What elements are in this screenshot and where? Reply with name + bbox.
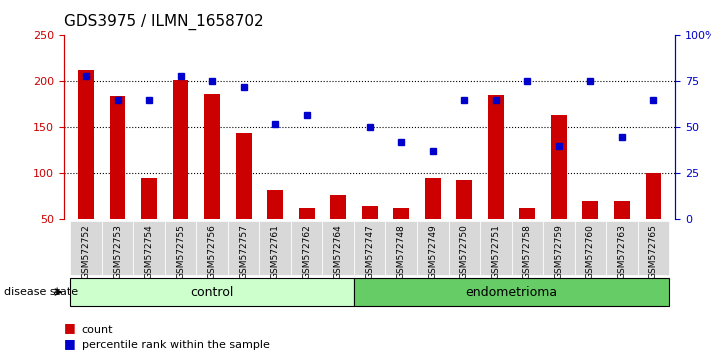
Text: GSM572751: GSM572751 bbox=[491, 224, 501, 279]
Text: GSM572761: GSM572761 bbox=[271, 224, 279, 279]
Bar bbox=[582, 201, 598, 219]
FancyBboxPatch shape bbox=[638, 221, 669, 275]
Bar bbox=[141, 178, 157, 219]
Bar bbox=[78, 70, 94, 219]
Text: ■: ■ bbox=[64, 337, 76, 350]
FancyBboxPatch shape bbox=[385, 221, 417, 275]
Text: GSM572759: GSM572759 bbox=[555, 224, 563, 279]
Text: GSM572757: GSM572757 bbox=[239, 224, 248, 279]
Bar bbox=[551, 115, 567, 219]
FancyBboxPatch shape bbox=[417, 221, 449, 275]
Bar bbox=[520, 207, 535, 219]
Text: GSM572747: GSM572747 bbox=[365, 224, 374, 279]
FancyBboxPatch shape bbox=[102, 221, 134, 275]
FancyBboxPatch shape bbox=[543, 221, 574, 275]
Bar bbox=[393, 209, 409, 219]
Bar bbox=[456, 180, 472, 219]
FancyBboxPatch shape bbox=[70, 221, 102, 275]
Bar bbox=[267, 190, 283, 219]
Bar bbox=[236, 133, 252, 219]
Text: GSM572753: GSM572753 bbox=[113, 224, 122, 279]
FancyBboxPatch shape bbox=[480, 221, 511, 275]
FancyBboxPatch shape bbox=[196, 221, 228, 275]
Bar bbox=[331, 195, 346, 219]
Bar bbox=[299, 209, 314, 219]
Text: count: count bbox=[82, 325, 113, 335]
Text: endometrioma: endometrioma bbox=[466, 286, 557, 298]
Bar bbox=[173, 80, 188, 219]
Bar bbox=[204, 94, 220, 219]
FancyBboxPatch shape bbox=[574, 221, 606, 275]
Text: GSM572754: GSM572754 bbox=[144, 224, 154, 279]
Text: GSM572765: GSM572765 bbox=[649, 224, 658, 279]
Bar bbox=[646, 173, 661, 219]
FancyBboxPatch shape bbox=[260, 221, 291, 275]
FancyBboxPatch shape bbox=[291, 221, 323, 275]
Text: GSM572748: GSM572748 bbox=[397, 224, 406, 279]
Text: disease state: disease state bbox=[4, 287, 77, 297]
FancyBboxPatch shape bbox=[323, 221, 354, 275]
Text: GSM572764: GSM572764 bbox=[333, 224, 343, 279]
Bar bbox=[109, 96, 125, 219]
Bar bbox=[70, 278, 354, 306]
Text: GSM572750: GSM572750 bbox=[460, 224, 469, 279]
FancyBboxPatch shape bbox=[134, 221, 165, 275]
Bar bbox=[614, 201, 630, 219]
Text: GSM572758: GSM572758 bbox=[523, 224, 532, 279]
Text: GSM572756: GSM572756 bbox=[208, 224, 217, 279]
Text: GSM572752: GSM572752 bbox=[82, 224, 90, 279]
Text: control: control bbox=[191, 286, 234, 298]
Bar bbox=[425, 178, 441, 219]
FancyBboxPatch shape bbox=[606, 221, 638, 275]
FancyBboxPatch shape bbox=[165, 221, 196, 275]
FancyBboxPatch shape bbox=[354, 221, 385, 275]
FancyBboxPatch shape bbox=[511, 221, 543, 275]
Bar bbox=[362, 206, 378, 219]
FancyBboxPatch shape bbox=[449, 221, 480, 275]
Text: ■: ■ bbox=[64, 321, 76, 335]
Text: GDS3975 / ILMN_1658702: GDS3975 / ILMN_1658702 bbox=[64, 14, 264, 30]
Bar bbox=[354, 278, 669, 306]
Bar bbox=[488, 95, 503, 219]
FancyBboxPatch shape bbox=[228, 221, 260, 275]
Text: GSM572755: GSM572755 bbox=[176, 224, 185, 279]
Text: percentile rank within the sample: percentile rank within the sample bbox=[82, 341, 269, 350]
Text: GSM572762: GSM572762 bbox=[302, 224, 311, 279]
Text: GSM572760: GSM572760 bbox=[586, 224, 595, 279]
Text: GSM572749: GSM572749 bbox=[428, 224, 437, 279]
Text: GSM572763: GSM572763 bbox=[617, 224, 626, 279]
